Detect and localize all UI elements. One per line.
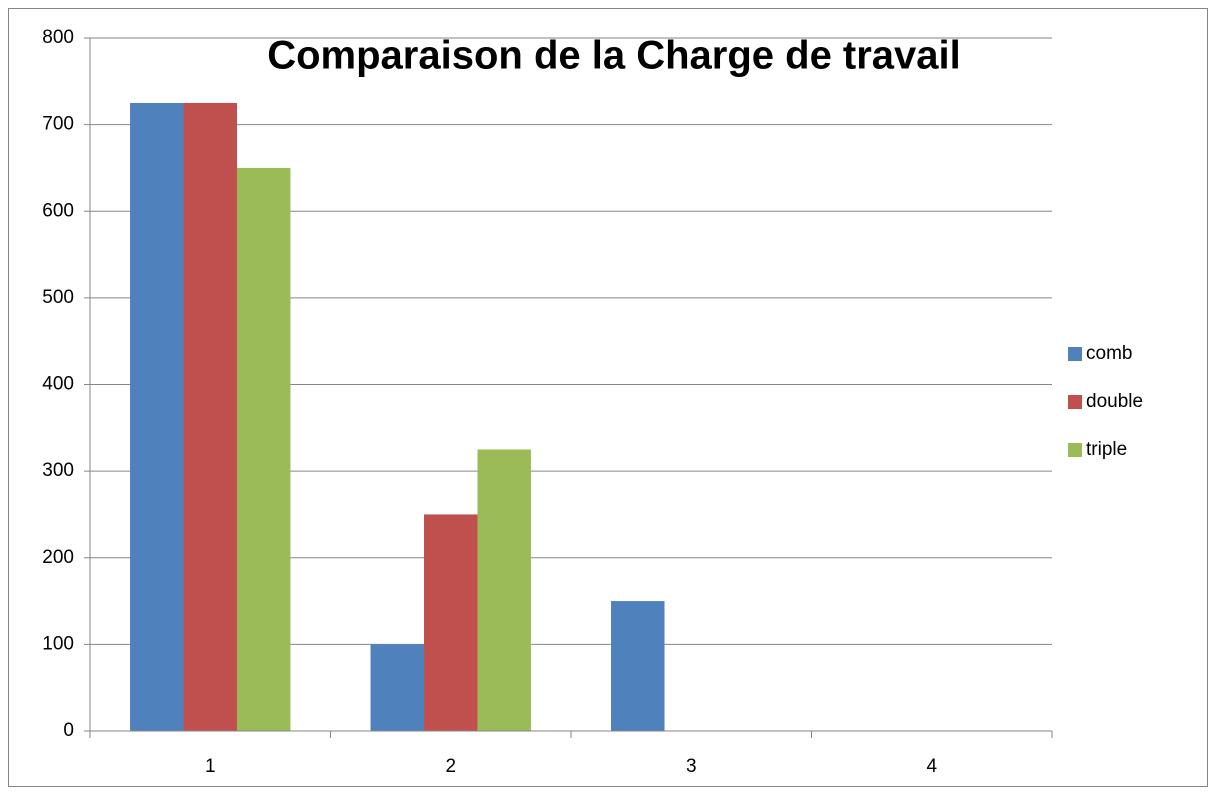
y-tick-label: 400 [42, 374, 74, 395]
x-tick-label: 4 [926, 756, 937, 777]
bar [236, 167, 291, 731]
bar [183, 102, 237, 731]
chart-title: Comparaison de la Charge de travail [267, 34, 961, 78]
y-tick-label: 200 [42, 547, 74, 568]
x-tick-label: 1 [205, 756, 216, 777]
bar [130, 102, 184, 731]
bar [477, 449, 531, 731]
legend-swatch [1068, 395, 1082, 409]
x-tick-label: 3 [686, 756, 697, 777]
y-tick-label: 700 [42, 114, 74, 135]
y-tick-label: 300 [42, 460, 74, 481]
x-tick-label: 2 [445, 756, 456, 777]
legend-swatch [1068, 347, 1082, 361]
legend-label: comb [1086, 343, 1132, 364]
y-tick-label: 100 [42, 633, 74, 654]
bar [424, 514, 478, 731]
y-tick-label: 0 [63, 720, 74, 741]
y-tick-label: 800 [42, 27, 74, 48]
y-tick-label: 500 [42, 287, 74, 308]
legend-label: double [1086, 391, 1143, 412]
legend-swatch [1068, 443, 1082, 457]
y-tick-label: 600 [42, 200, 74, 221]
legend-label: triple [1086, 439, 1127, 460]
bar [370, 644, 425, 731]
bar [611, 601, 665, 731]
